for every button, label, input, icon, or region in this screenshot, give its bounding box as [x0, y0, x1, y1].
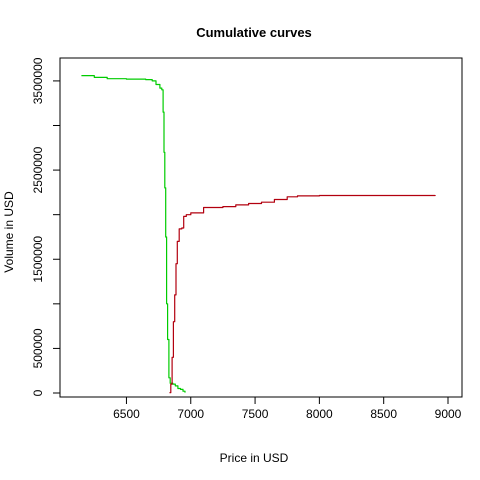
series-line-1	[81, 75, 186, 393]
chart-title: Cumulative curves	[196, 25, 312, 40]
y-axis-label: Volume in USD	[2, 191, 16, 273]
x-tick-label: 8500	[370, 407, 397, 421]
x-tick-label: 9000	[435, 407, 462, 421]
y-tick-label: 1500000	[31, 236, 45, 283]
x-tick-label: 8000	[306, 407, 333, 421]
y-tick-label: 3500000	[31, 57, 45, 104]
x-tick-label: 7000	[177, 407, 204, 421]
y-tick-label: 0	[31, 389, 45, 396]
x-tick-label: 6500	[113, 407, 140, 421]
x-axis: 6500 7000 7500 8000 8500 9000	[113, 396, 462, 421]
x-tick-label: 7500	[242, 407, 269, 421]
series-line-2	[169, 194, 436, 394]
y-tick-label: 500000	[31, 328, 45, 368]
series-layer	[81, 75, 436, 394]
y-axis: 0 500000 1500000 2500000 3500000	[31, 57, 61, 396]
y-tick-label: 2500000	[31, 146, 45, 193]
x-axis-label: Price in USD	[220, 451, 289, 465]
